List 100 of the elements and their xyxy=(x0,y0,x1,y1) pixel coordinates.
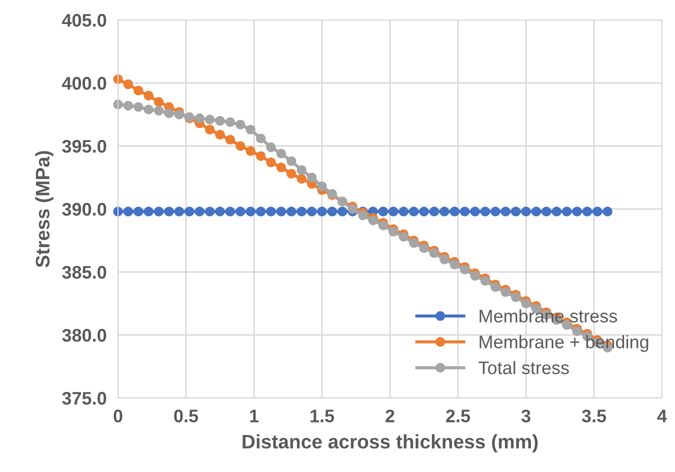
point xyxy=(348,204,358,214)
point xyxy=(521,206,531,216)
point xyxy=(408,206,419,216)
point xyxy=(256,151,266,161)
point xyxy=(398,206,408,216)
point xyxy=(338,206,348,216)
point xyxy=(490,282,500,292)
point xyxy=(256,134,266,144)
point xyxy=(276,206,286,216)
point xyxy=(225,117,236,127)
point xyxy=(215,116,225,126)
point xyxy=(154,106,164,116)
point xyxy=(123,79,134,90)
point xyxy=(144,206,154,216)
point xyxy=(296,165,306,175)
x-tick-label: 1 xyxy=(250,410,259,422)
point xyxy=(296,206,306,216)
point xyxy=(154,206,164,216)
y-tick-label: 400.0 xyxy=(62,76,106,90)
point xyxy=(276,162,286,172)
y-tick-label: 390.0 xyxy=(62,202,106,216)
point xyxy=(388,226,398,237)
point xyxy=(204,124,215,134)
point xyxy=(572,206,582,216)
point xyxy=(266,206,276,216)
point xyxy=(450,206,460,216)
point xyxy=(317,181,327,192)
x-axis-title: Distance across thickness (mm) xyxy=(242,434,538,452)
x-tick-label: 3.5 xyxy=(582,410,606,422)
point xyxy=(225,206,236,216)
point xyxy=(236,206,246,216)
point xyxy=(306,172,317,182)
point xyxy=(419,243,429,253)
x-tick-label: 0 xyxy=(114,410,122,422)
point xyxy=(215,206,225,216)
point xyxy=(266,142,276,152)
point xyxy=(204,114,215,124)
point xyxy=(582,206,592,216)
point xyxy=(164,108,174,118)
point xyxy=(236,120,246,130)
point xyxy=(286,168,296,179)
x-tick-label: 2.5 xyxy=(446,410,470,422)
point xyxy=(378,220,388,230)
point xyxy=(256,206,266,216)
point xyxy=(500,206,510,216)
point xyxy=(429,248,440,258)
point xyxy=(286,156,296,166)
point xyxy=(378,206,388,216)
point xyxy=(429,206,440,216)
x-tick-label: 0.5 xyxy=(174,410,198,422)
point xyxy=(246,206,256,216)
x-tick-label: 1.5 xyxy=(310,410,334,422)
point xyxy=(460,264,470,274)
point xyxy=(174,206,184,216)
legend-label: Total stress xyxy=(478,360,569,374)
point xyxy=(246,124,256,134)
point xyxy=(470,270,480,281)
point xyxy=(500,287,510,298)
point xyxy=(164,206,174,216)
point xyxy=(408,238,419,248)
point xyxy=(123,206,134,216)
point xyxy=(388,206,398,216)
point xyxy=(531,206,542,216)
point xyxy=(480,276,490,286)
y-tick-label: 405.0 xyxy=(62,14,106,27)
point xyxy=(204,206,215,216)
point xyxy=(174,110,184,120)
point xyxy=(246,146,256,156)
point xyxy=(134,206,144,216)
point xyxy=(266,158,276,168)
point xyxy=(154,97,164,107)
point xyxy=(368,215,378,226)
point xyxy=(398,232,408,242)
point xyxy=(419,206,429,216)
y-axis-title: Stress (MPa) xyxy=(35,151,54,268)
x-tick-label: 2 xyxy=(386,410,394,422)
x-tick-label: 4 xyxy=(657,410,667,422)
point xyxy=(225,134,236,145)
point xyxy=(358,210,368,220)
point xyxy=(134,86,144,96)
point xyxy=(510,292,521,302)
point xyxy=(480,206,490,216)
point xyxy=(521,298,531,308)
point xyxy=(123,100,134,111)
point xyxy=(602,206,612,216)
point xyxy=(184,206,194,216)
point xyxy=(144,90,154,100)
point xyxy=(510,206,521,216)
point xyxy=(317,206,327,216)
point xyxy=(306,206,317,216)
point xyxy=(236,141,246,151)
legend-label: Membrane + bending xyxy=(480,335,648,352)
point xyxy=(296,174,306,184)
point xyxy=(440,206,450,216)
x-tick-label: 3 xyxy=(521,410,530,422)
point xyxy=(470,206,480,216)
point xyxy=(562,206,572,216)
point xyxy=(552,206,562,216)
point xyxy=(286,206,296,216)
point xyxy=(215,130,225,140)
